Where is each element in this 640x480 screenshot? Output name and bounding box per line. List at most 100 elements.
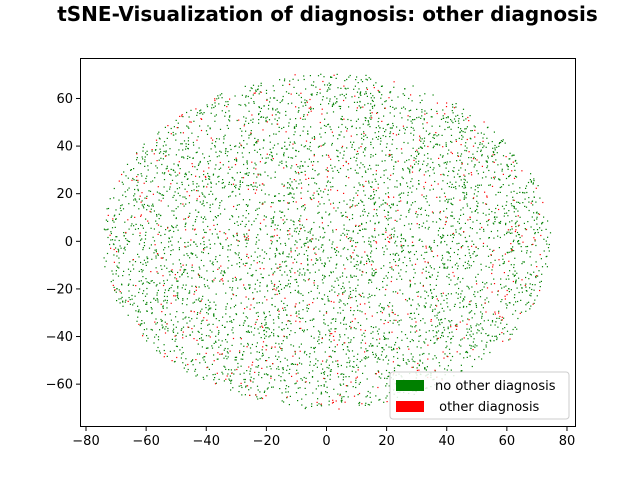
point-no-other-diagnosis — [196, 112, 199, 114]
point-no-other-diagnosis — [446, 275, 448, 278]
point-no-other-diagnosis — [409, 341, 411, 343]
point-no-other-diagnosis — [528, 278, 530, 280]
point-no-other-diagnosis — [262, 354, 264, 356]
point-other-diagnosis — [326, 176, 328, 178]
point-no-other-diagnosis — [436, 317, 438, 319]
point-no-other-diagnosis — [398, 272, 400, 274]
point-no-other-diagnosis — [499, 222, 501, 224]
point-no-other-diagnosis — [526, 245, 529, 248]
point-no-other-diagnosis — [197, 211, 199, 213]
point-no-other-diagnosis — [307, 308, 310, 310]
point-no-other-diagnosis — [156, 322, 158, 324]
point-no-other-diagnosis — [411, 191, 413, 193]
point-no-other-diagnosis — [396, 126, 398, 128]
point-no-other-diagnosis — [163, 249, 165, 251]
point-no-other-diagnosis — [271, 331, 273, 334]
point-no-other-diagnosis — [128, 241, 131, 243]
point-no-other-diagnosis — [492, 250, 494, 252]
point-no-other-diagnosis — [508, 278, 510, 280]
point-no-other-diagnosis — [526, 191, 528, 194]
point-no-other-diagnosis — [378, 289, 381, 291]
point-no-other-diagnosis — [146, 154, 148, 156]
point-no-other-diagnosis — [369, 126, 371, 128]
point-no-other-diagnosis — [301, 398, 303, 400]
point-no-other-diagnosis — [359, 107, 362, 109]
point-no-other-diagnosis — [421, 240, 423, 242]
point-no-other-diagnosis — [169, 229, 171, 231]
point-no-other-diagnosis — [363, 332, 365, 334]
point-no-other-diagnosis — [343, 342, 345, 344]
point-no-other-diagnosis — [426, 277, 428, 279]
point-no-other-diagnosis — [150, 181, 152, 183]
point-no-other-diagnosis — [464, 268, 466, 270]
point-no-other-diagnosis — [229, 144, 231, 146]
point-other-diagnosis — [333, 207, 335, 209]
point-no-other-diagnosis — [323, 385, 325, 387]
point-other-diagnosis — [239, 350, 241, 352]
point-no-other-diagnosis — [303, 226, 305, 228]
point-no-other-diagnosis — [139, 163, 142, 165]
point-no-other-diagnosis — [180, 237, 182, 239]
point-other-diagnosis — [377, 187, 379, 189]
point-no-other-diagnosis — [372, 353, 374, 356]
point-no-other-diagnosis — [348, 281, 350, 283]
point-no-other-diagnosis — [138, 291, 140, 294]
point-no-other-diagnosis — [464, 236, 466, 239]
point-other-diagnosis — [174, 335, 176, 337]
point-no-other-diagnosis — [356, 157, 358, 159]
point-no-other-diagnosis — [173, 290, 175, 292]
point-no-other-diagnosis — [281, 392, 283, 394]
point-no-other-diagnosis — [214, 120, 216, 122]
point-no-other-diagnosis — [323, 319, 325, 321]
point-no-other-diagnosis — [246, 161, 248, 163]
point-no-other-diagnosis — [492, 147, 494, 149]
point-no-other-diagnosis — [515, 225, 517, 228]
point-no-other-diagnosis — [242, 263, 244, 265]
point-no-other-diagnosis — [295, 125, 297, 127]
point-no-other-diagnosis — [419, 354, 421, 356]
point-no-other-diagnosis — [202, 357, 204, 359]
point-no-other-diagnosis — [351, 125, 353, 127]
point-no-other-diagnosis — [543, 250, 545, 252]
point-no-other-diagnosis — [274, 171, 276, 173]
point-no-other-diagnosis — [429, 265, 431, 267]
point-no-other-diagnosis — [481, 289, 483, 291]
point-no-other-diagnosis — [162, 257, 164, 259]
point-no-other-diagnosis — [246, 237, 248, 239]
point-no-other-diagnosis — [456, 160, 458, 162]
point-no-other-diagnosis — [348, 357, 350, 359]
point-no-other-diagnosis — [304, 242, 306, 244]
point-other-diagnosis — [305, 381, 307, 383]
point-no-other-diagnosis — [244, 225, 246, 228]
point-other-diagnosis — [394, 219, 396, 221]
point-no-other-diagnosis — [401, 107, 403, 109]
point-no-other-diagnosis — [402, 359, 405, 361]
point-no-other-diagnosis — [536, 218, 538, 220]
point-no-other-diagnosis — [250, 119, 252, 121]
point-no-other-diagnosis — [156, 191, 158, 193]
point-no-other-diagnosis — [239, 184, 241, 186]
point-no-other-diagnosis — [378, 117, 380, 119]
point-no-other-diagnosis — [207, 324, 209, 326]
point-no-other-diagnosis — [424, 342, 426, 344]
point-no-other-diagnosis — [434, 308, 436, 310]
point-no-other-diagnosis — [191, 285, 193, 287]
point-no-other-diagnosis — [160, 318, 162, 321]
point-no-other-diagnosis — [493, 340, 495, 342]
point-no-other-diagnosis — [202, 252, 204, 254]
point-no-other-diagnosis — [187, 147, 189, 149]
point-no-other-diagnosis — [223, 136, 225, 138]
point-no-other-diagnosis — [229, 286, 231, 289]
point-no-other-diagnosis — [301, 206, 303, 208]
point-no-other-diagnosis — [539, 197, 541, 199]
point-no-other-diagnosis — [287, 156, 290, 158]
point-no-other-diagnosis — [346, 78, 348, 81]
point-no-other-diagnosis — [199, 112, 201, 115]
point-other-diagnosis — [300, 327, 302, 329]
point-no-other-diagnosis — [313, 337, 315, 339]
point-no-other-diagnosis — [168, 241, 170, 243]
point-no-other-diagnosis — [259, 184, 261, 186]
point-no-other-diagnosis — [174, 171, 176, 173]
point-no-other-diagnosis — [298, 173, 300, 175]
point-no-other-diagnosis — [487, 142, 490, 144]
